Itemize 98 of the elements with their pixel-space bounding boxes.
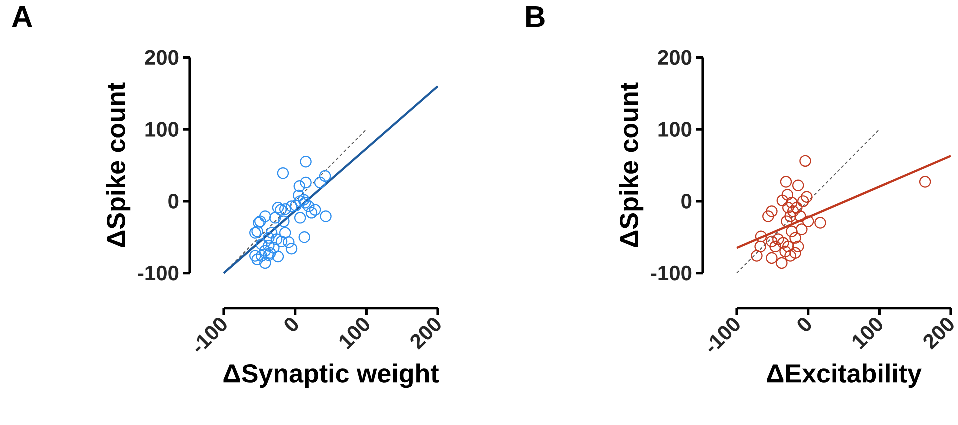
x-tick-label: -100: [708, 318, 740, 352]
point: [754, 240, 766, 253]
point: [782, 189, 794, 201]
point: [260, 245, 272, 257]
point: [260, 257, 272, 270]
point: [314, 176, 326, 189]
point: [300, 156, 312, 168]
y-axis-title: ΔSpike count: [106, 82, 131, 248]
point: [792, 180, 804, 192]
point: [751, 250, 763, 262]
point: [286, 200, 298, 212]
point: [303, 200, 315, 212]
chart-title: A: [12, 6, 32, 28]
y-axis-title: ΔSpike count: [619, 82, 644, 248]
point: [780, 246, 792, 258]
point: [256, 250, 268, 262]
point: [272, 202, 284, 214]
point: [280, 203, 292, 216]
y-tick-label: 200: [145, 50, 179, 66]
point: [784, 250, 796, 262]
point: [788, 206, 800, 218]
point: [814, 217, 826, 229]
point: [762, 210, 774, 222]
point: [299, 197, 312, 209]
y-tick-label: -100: [138, 266, 179, 281]
point: [766, 252, 778, 264]
point: [260, 210, 272, 222]
point: [919, 176, 932, 188]
point: [286, 243, 298, 255]
y-tick-label: 200: [658, 50, 692, 66]
x-tick-label: -100: [196, 318, 227, 352]
point: [280, 227, 292, 239]
point: [778, 237, 790, 249]
point: [776, 257, 788, 270]
point: [784, 210, 796, 222]
point: [782, 240, 794, 253]
point: [766, 236, 778, 248]
point: [772, 234, 784, 246]
point: [278, 216, 290, 228]
point: [283, 236, 295, 248]
x-tick-label: 200: [924, 318, 954, 350]
y-tick-label: -100: [651, 266, 692, 281]
point: [780, 176, 792, 188]
point: [786, 197, 798, 209]
x-tick-label: 0: [284, 318, 298, 332]
point: [263, 240, 275, 252]
point: [294, 196, 306, 208]
point: [790, 232, 802, 244]
point: [263, 232, 275, 244]
point: [790, 247, 802, 260]
point: [272, 250, 284, 263]
point: [798, 196, 810, 208]
point: [794, 210, 806, 222]
point: [270, 212, 282, 224]
point: [266, 227, 278, 239]
point: [776, 194, 789, 207]
point: [250, 250, 262, 262]
point: [319, 170, 332, 182]
point: [791, 202, 803, 214]
point: [290, 200, 302, 212]
x-tick-label: 200: [410, 318, 441, 350]
point: [277, 168, 290, 180]
point: [252, 254, 264, 266]
point: [786, 226, 798, 238]
y-tick-label: 100: [658, 122, 692, 137]
point: [275, 204, 287, 216]
point: [293, 190, 305, 202]
x-axis-title: ΔExcitability: [767, 364, 922, 388]
point: [800, 155, 812, 168]
point: [298, 194, 310, 206]
point: [782, 202, 794, 214]
point: [294, 180, 306, 192]
x-tick-label: 0: [798, 318, 812, 332]
chart-title: B: [526, 6, 545, 28]
point: [298, 232, 310, 244]
point: [256, 238, 268, 250]
point: [801, 191, 813, 203]
point: [270, 234, 283, 246]
point: [294, 212, 306, 224]
point: [320, 210, 332, 222]
y-tick-label: 0: [682, 194, 692, 209]
point: [802, 216, 814, 228]
point: [796, 224, 808, 236]
x-axis-title: ΔSynaptic weight: [224, 364, 439, 388]
point: [755, 230, 768, 242]
point: [309, 204, 322, 216]
x-tick-label: 100: [340, 318, 370, 350]
y-tick-label: 0: [168, 194, 179, 209]
point: [268, 242, 280, 254]
point: [781, 216, 793, 228]
point: [276, 236, 288, 248]
x-tick-label: 100: [852, 318, 883, 350]
point: [766, 206, 778, 218]
point: [306, 207, 318, 219]
y-tick-label: 100: [146, 122, 179, 137]
point: [300, 176, 312, 189]
point: [770, 240, 782, 253]
point: [792, 240, 804, 253]
